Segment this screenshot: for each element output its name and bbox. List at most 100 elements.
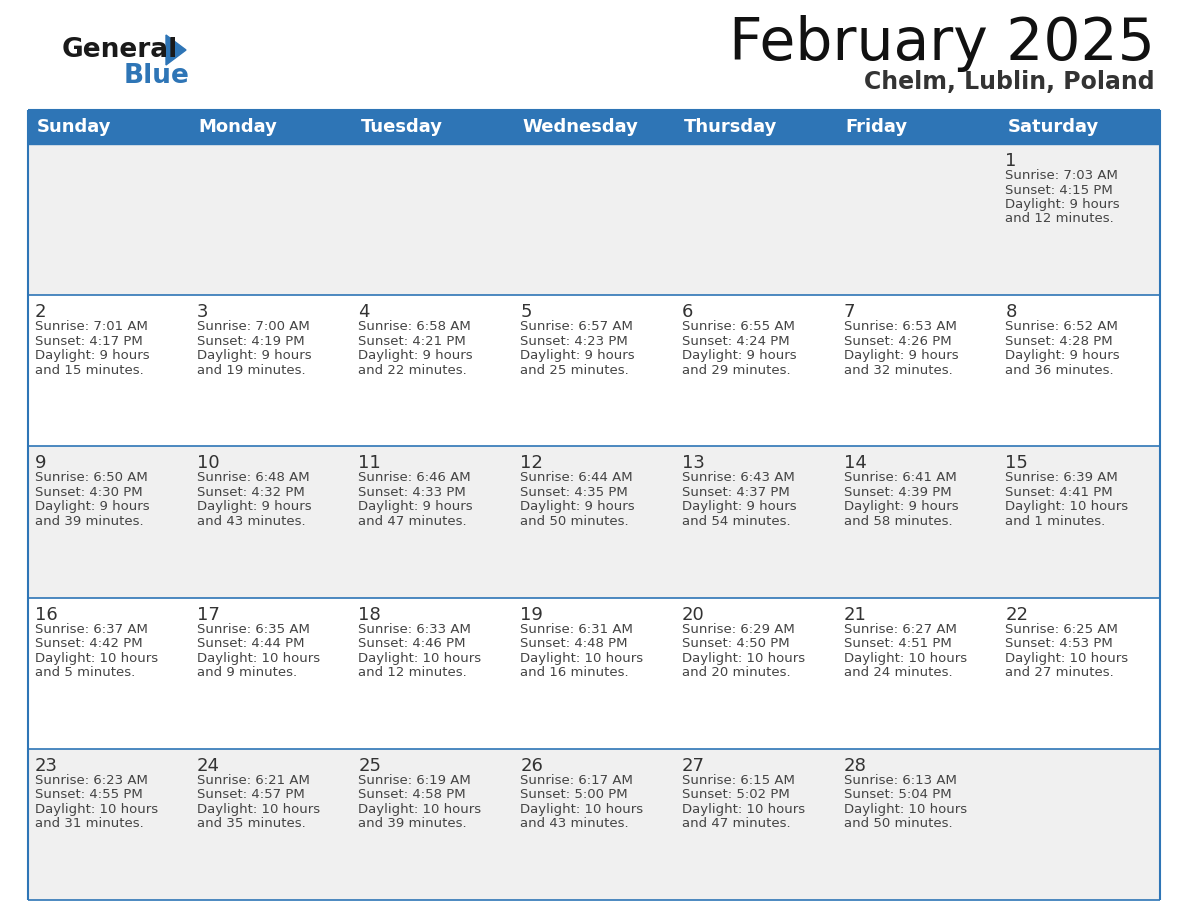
Bar <box>836 749 998 900</box>
Text: Sunset: 4:23 PM: Sunset: 4:23 PM <box>520 335 628 348</box>
Text: Daylight: 10 hours: Daylight: 10 hours <box>359 803 481 816</box>
Text: 11: 11 <box>359 454 381 473</box>
Bar <box>836 446 998 598</box>
Text: Sunrise: 6:31 AM: Sunrise: 6:31 AM <box>520 622 633 635</box>
Text: 9: 9 <box>34 454 46 473</box>
Text: Daylight: 9 hours: Daylight: 9 hours <box>34 500 150 513</box>
Text: February 2025: February 2025 <box>729 15 1155 72</box>
Bar <box>352 446 513 598</box>
Bar <box>190 110 352 144</box>
Text: and 58 minutes.: and 58 minutes. <box>843 515 953 528</box>
Text: Daylight: 9 hours: Daylight: 9 hours <box>197 349 311 363</box>
Text: Friday: Friday <box>846 118 908 136</box>
Text: 27: 27 <box>682 756 704 775</box>
Text: and 27 minutes.: and 27 minutes. <box>1005 666 1114 679</box>
Text: 22: 22 <box>1005 606 1029 623</box>
Text: 3: 3 <box>197 303 208 321</box>
Text: Sunrise: 6:35 AM: Sunrise: 6:35 AM <box>197 622 310 635</box>
Text: Daylight: 10 hours: Daylight: 10 hours <box>1005 652 1129 665</box>
Text: Daylight: 9 hours: Daylight: 9 hours <box>1005 198 1120 211</box>
Bar <box>513 110 675 144</box>
Text: Sunset: 4:58 PM: Sunset: 4:58 PM <box>359 789 466 801</box>
Text: Sunset: 4:44 PM: Sunset: 4:44 PM <box>197 637 304 650</box>
Bar <box>998 296 1159 446</box>
Bar <box>836 296 998 446</box>
Text: 20: 20 <box>682 606 704 623</box>
Bar <box>190 598 352 749</box>
Text: Sunset: 4:50 PM: Sunset: 4:50 PM <box>682 637 790 650</box>
Text: 18: 18 <box>359 606 381 623</box>
Text: 5: 5 <box>520 303 532 321</box>
Text: 14: 14 <box>843 454 866 473</box>
Bar <box>998 446 1159 598</box>
Bar <box>352 144 513 296</box>
Bar <box>513 446 675 598</box>
Text: and 35 minutes.: and 35 minutes. <box>197 817 305 830</box>
Bar <box>29 144 190 296</box>
Text: Sunrise: 6:44 AM: Sunrise: 6:44 AM <box>520 472 633 485</box>
Text: 17: 17 <box>197 606 220 623</box>
Text: Sunrise: 6:41 AM: Sunrise: 6:41 AM <box>843 472 956 485</box>
Text: Sunrise: 6:39 AM: Sunrise: 6:39 AM <box>1005 472 1118 485</box>
Text: 28: 28 <box>843 756 866 775</box>
Text: Daylight: 9 hours: Daylight: 9 hours <box>843 500 959 513</box>
Bar <box>513 296 675 446</box>
Text: and 43 minutes.: and 43 minutes. <box>197 515 305 528</box>
Text: Sunset: 4:35 PM: Sunset: 4:35 PM <box>520 486 628 498</box>
Bar <box>675 110 836 144</box>
Text: Sunday: Sunday <box>37 118 112 136</box>
Bar <box>998 110 1159 144</box>
Text: and 50 minutes.: and 50 minutes. <box>520 515 628 528</box>
Text: Sunset: 4:48 PM: Sunset: 4:48 PM <box>520 637 627 650</box>
Text: Sunset: 4:41 PM: Sunset: 4:41 PM <box>1005 486 1113 498</box>
Text: Daylight: 9 hours: Daylight: 9 hours <box>520 349 634 363</box>
Bar <box>675 144 836 296</box>
Text: and 43 minutes.: and 43 minutes. <box>520 817 628 830</box>
Text: and 9 minutes.: and 9 minutes. <box>197 666 297 679</box>
Text: Daylight: 9 hours: Daylight: 9 hours <box>1005 349 1120 363</box>
Text: Daylight: 10 hours: Daylight: 10 hours <box>520 803 643 816</box>
Text: Sunrise: 6:37 AM: Sunrise: 6:37 AM <box>34 622 147 635</box>
Text: and 12 minutes.: and 12 minutes. <box>1005 212 1114 226</box>
Text: Sunset: 4:28 PM: Sunset: 4:28 PM <box>1005 335 1113 348</box>
Text: Sunrise: 6:48 AM: Sunrise: 6:48 AM <box>197 472 309 485</box>
Text: Sunset: 4:39 PM: Sunset: 4:39 PM <box>843 486 952 498</box>
Text: Daylight: 10 hours: Daylight: 10 hours <box>843 652 967 665</box>
Text: Daylight: 10 hours: Daylight: 10 hours <box>682 652 805 665</box>
Text: and 29 minutes.: and 29 minutes. <box>682 364 790 376</box>
Text: Thursday: Thursday <box>684 118 777 136</box>
Text: Daylight: 10 hours: Daylight: 10 hours <box>34 803 158 816</box>
Bar <box>675 446 836 598</box>
Text: Sunrise: 6:15 AM: Sunrise: 6:15 AM <box>682 774 795 787</box>
Bar <box>190 144 352 296</box>
Text: Sunrise: 6:17 AM: Sunrise: 6:17 AM <box>520 774 633 787</box>
Text: 4: 4 <box>359 303 369 321</box>
Text: Daylight: 9 hours: Daylight: 9 hours <box>682 349 796 363</box>
Text: and 39 minutes.: and 39 minutes. <box>34 515 144 528</box>
Text: Daylight: 9 hours: Daylight: 9 hours <box>843 349 959 363</box>
Bar <box>675 598 836 749</box>
Bar <box>352 110 513 144</box>
Text: Sunset: 4:55 PM: Sunset: 4:55 PM <box>34 789 143 801</box>
Text: Chelm, Lublin, Poland: Chelm, Lublin, Poland <box>865 70 1155 94</box>
Bar <box>29 296 190 446</box>
Text: Sunset: 5:04 PM: Sunset: 5:04 PM <box>843 789 952 801</box>
Bar <box>190 446 352 598</box>
Text: Daylight: 9 hours: Daylight: 9 hours <box>197 500 311 513</box>
Text: 8: 8 <box>1005 303 1017 321</box>
Bar <box>29 110 190 144</box>
Text: 12: 12 <box>520 454 543 473</box>
Text: Daylight: 10 hours: Daylight: 10 hours <box>1005 500 1129 513</box>
Text: and 32 minutes.: and 32 minutes. <box>843 364 953 376</box>
Text: Saturday: Saturday <box>1007 118 1099 136</box>
Text: Sunrise: 6:27 AM: Sunrise: 6:27 AM <box>843 622 956 635</box>
Text: Sunset: 4:53 PM: Sunset: 4:53 PM <box>1005 637 1113 650</box>
Text: 7: 7 <box>843 303 855 321</box>
Bar <box>29 749 190 900</box>
Text: Sunrise: 6:46 AM: Sunrise: 6:46 AM <box>359 472 472 485</box>
Text: Sunset: 4:19 PM: Sunset: 4:19 PM <box>197 335 304 348</box>
Text: Sunrise: 6:21 AM: Sunrise: 6:21 AM <box>197 774 310 787</box>
Text: 19: 19 <box>520 606 543 623</box>
Text: Daylight: 10 hours: Daylight: 10 hours <box>197 803 320 816</box>
Text: Sunrise: 7:01 AM: Sunrise: 7:01 AM <box>34 320 147 333</box>
